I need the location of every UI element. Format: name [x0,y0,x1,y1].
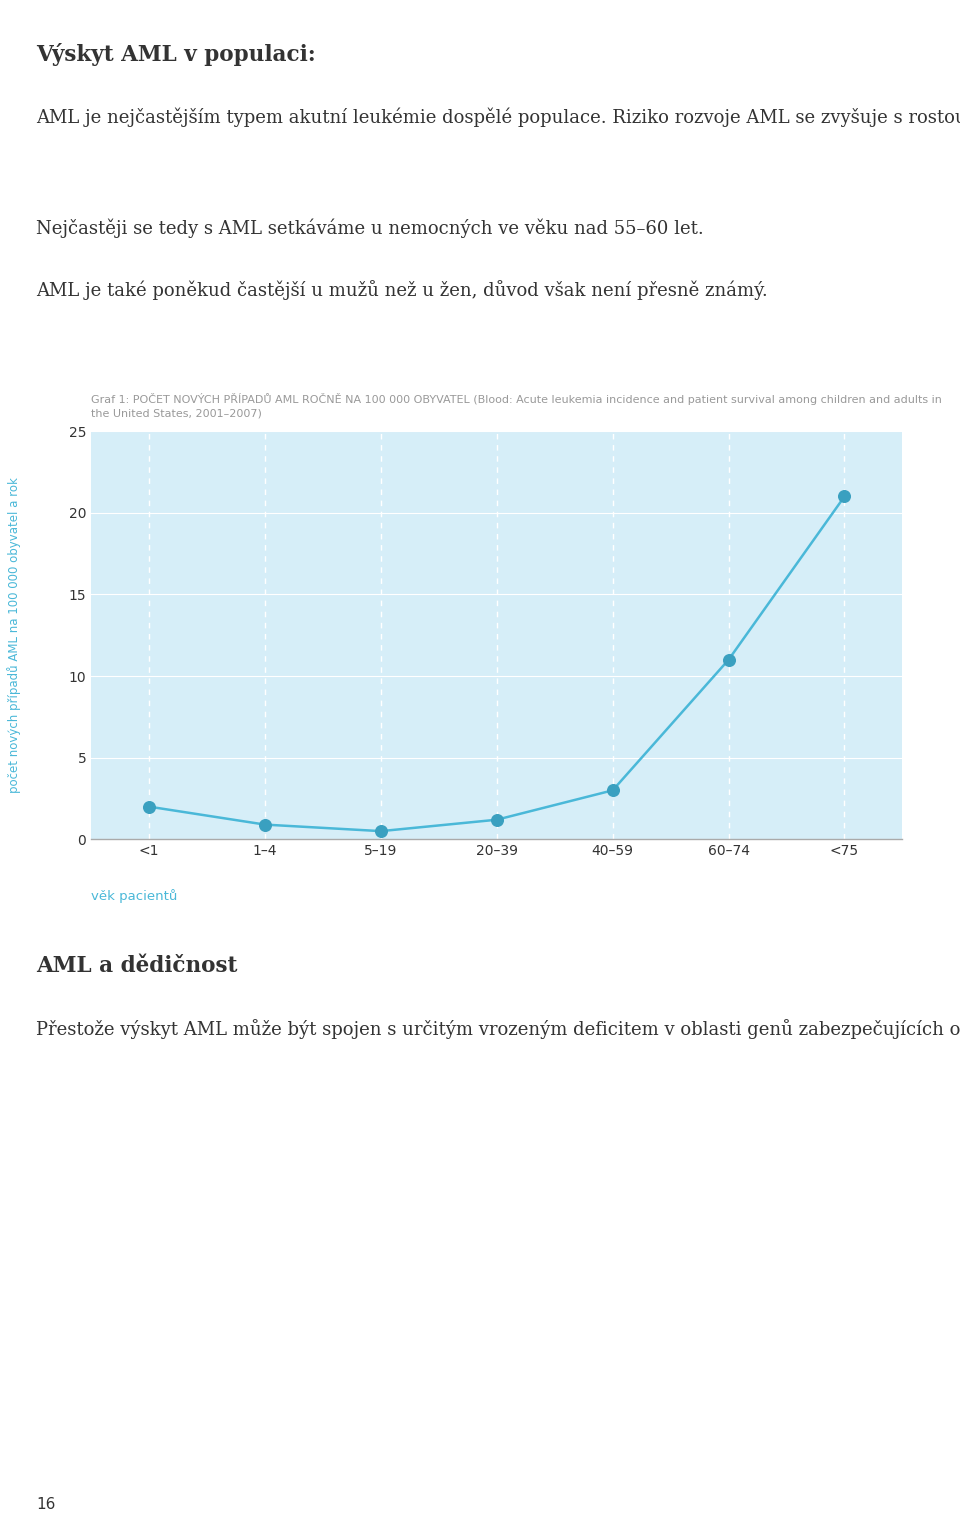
Text: věk pacientů: věk pacientů [91,889,178,902]
Text: AML je nejčastějším typem akutní leukémie dospělé populace. Riziko rozvoje AML s: AML je nejčastějším typem akutní leukémi… [36,108,960,128]
Text: Nejčastěji se tedy s AML setkáváme u nemocných ve věku nad 55–60 let.: Nejčastěji se tedy s AML setkáváme u nem… [36,219,705,239]
Point [373,819,389,844]
Text: Výskyt AML v populaci:: Výskyt AML v populaci: [36,43,316,66]
Point [257,812,273,836]
Point [605,778,620,802]
Text: Přestože výskyt AML může být spojen s určitým vrozeným deficitem v oblasti genů : Přestože výskyt AML může být spojen s ur… [36,1019,960,1040]
Text: AML a dědičnost: AML a dědičnost [36,955,238,976]
Text: 16: 16 [36,1497,56,1512]
Text: AML je také poněkud častější u mužů než u žen, důvod však není přesně známý.: AML je také poněkud častější u mužů než … [36,280,768,300]
Text: počet nových případů AML na 100 000 obyvatel a rok: počet nových případů AML na 100 000 obyv… [8,477,21,793]
Point [721,647,736,671]
Text: Graf 1: POČET NOVÝCH PŘÍPADŮ AML ROČNĚ NA 100 000 OBYVATEL (Blood: Acute leukemi: Graf 1: POČET NOVÝCH PŘÍPADŮ AML ROČNĚ N… [91,393,942,419]
Point [489,807,505,832]
Point [837,484,852,508]
Point [141,795,156,819]
